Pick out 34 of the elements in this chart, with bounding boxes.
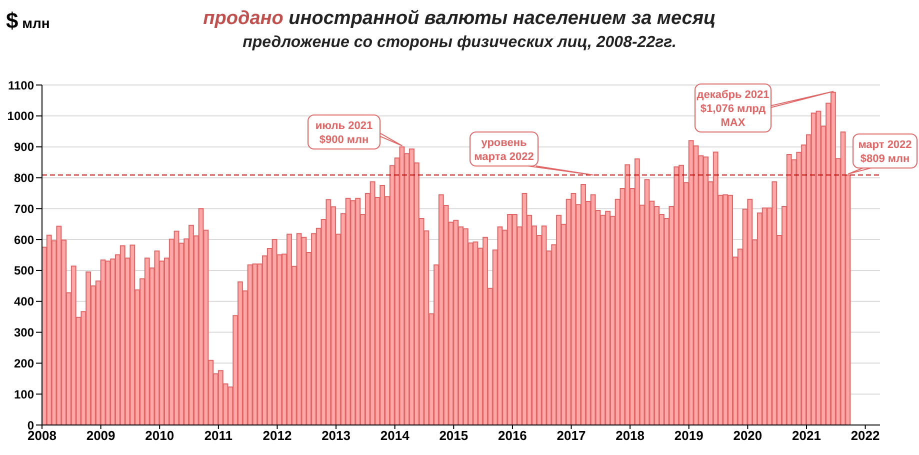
x-tick-label: 2018 xyxy=(616,428,645,444)
x-tick-label: 2014 xyxy=(380,428,410,444)
x-tick-label: 2011 xyxy=(204,428,233,444)
x-tick-label: 2008 xyxy=(28,428,56,444)
x-tick-label: 2009 xyxy=(86,428,116,444)
y-tick-label: 100 xyxy=(14,387,34,402)
x-tick-label: 2012 xyxy=(262,428,292,444)
x-tick-label: 2016 xyxy=(498,428,527,444)
x-tick-label: 2020 xyxy=(733,428,762,444)
y-tick-label: 200 xyxy=(14,356,34,370)
x-tick-label: 2010 xyxy=(145,428,174,444)
y-tick-label: 1100 xyxy=(8,78,34,92)
annotation: июль 2021 $900 млн xyxy=(315,120,373,146)
y-tick-label: 600 xyxy=(14,232,34,247)
y-tick-label: 1000 xyxy=(7,109,34,124)
y-tick-label: 800 xyxy=(14,170,34,185)
x-tick-label: 2022 xyxy=(850,428,880,444)
chart-title: продано иностранной валюты населением за месяц xyxy=(203,8,716,29)
y-tick-label: 900 xyxy=(14,140,34,154)
y-tick-label: 300 xyxy=(14,326,34,340)
chart-subtitle: предложение со стороны физических лиц, 2008-22гг. xyxy=(242,34,678,52)
x-tick-label: 2017 xyxy=(556,428,586,444)
ref-line-label: уровень марта 2022 xyxy=(474,137,534,164)
annotation: декабрь 2021 $1,076 млрд MAX xyxy=(696,89,770,130)
annotation: март 2022 $809 млн xyxy=(858,139,912,166)
y-axis-title: $ млн xyxy=(6,8,50,33)
x-tick-label: 2021 xyxy=(792,428,821,444)
x-tick-label: 2015 xyxy=(439,428,468,444)
y-tick-label: 700 xyxy=(14,202,34,216)
x-tick-label: 2013 xyxy=(322,428,350,444)
y-tick-label: 400 xyxy=(14,294,34,309)
bar xyxy=(46,234,52,425)
x-tick-label: 2019 xyxy=(674,428,704,444)
y-tick-label: 500 xyxy=(14,264,34,278)
